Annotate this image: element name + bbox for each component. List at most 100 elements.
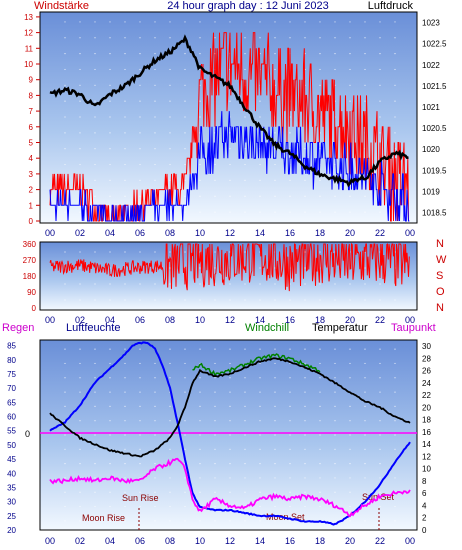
grid-dot — [304, 37, 306, 39]
grid-dot — [124, 362, 126, 365]
sun-rise-label: Sun Rise — [122, 493, 159, 503]
grid-dot — [379, 463, 381, 465]
grid-dot — [79, 348, 81, 350]
grid-dot — [334, 448, 336, 450]
grid-dot — [94, 68, 96, 71]
grid-dot — [229, 283, 231, 285]
grid-dot — [379, 491, 381, 493]
grid-dot — [139, 195, 141, 197]
grid-dot — [214, 21, 216, 23]
temperature-tick-label: 22 — [422, 391, 431, 400]
grid-dot — [64, 132, 66, 134]
grid-dot — [259, 448, 261, 450]
grid-dot — [304, 179, 306, 181]
pressure-line — [49, 34, 409, 188]
grid-dot — [349, 68, 351, 71]
grid-dot — [244, 391, 246, 393]
grid-dot — [94, 434, 96, 436]
grid-dot — [94, 362, 96, 365]
grid-dot — [349, 405, 351, 407]
grid-dot — [364, 53, 366, 55]
grid-dot — [199, 520, 201, 522]
grid-dot — [124, 53, 126, 55]
bottom-panel-bg — [39, 339, 418, 531]
grid-dot — [229, 132, 231, 134]
grid-dot — [349, 37, 351, 39]
grid-dot — [259, 179, 261, 181]
grid-dot — [184, 434, 186, 436]
grid-dot — [139, 148, 141, 150]
grid-dot — [394, 84, 396, 86]
grid-dot — [364, 405, 366, 407]
grid-dot — [94, 505, 96, 508]
top-x-tick-label: 14 — [255, 228, 265, 238]
grid-dot — [94, 132, 96, 134]
grid-dot — [364, 283, 366, 285]
grid-dot — [319, 211, 321, 213]
grid-dot — [124, 299, 126, 301]
grid-dot — [379, 100, 381, 102]
grid-dot — [64, 21, 66, 23]
wind-tick-label: 2 — [29, 186, 34, 195]
grid-dot — [184, 377, 186, 379]
grid-dot — [124, 100, 126, 102]
grid-dot — [64, 463, 66, 465]
grid-dot — [379, 132, 381, 134]
grid-dot — [109, 37, 111, 39]
grid-dot — [139, 68, 141, 71]
grid-dot — [139, 377, 141, 379]
grid-dot — [169, 283, 171, 285]
grid-dot — [394, 505, 396, 508]
wind-tick-label: 10 — [24, 60, 33, 69]
grid-dot — [94, 491, 96, 493]
grid-dot — [304, 21, 306, 23]
direction-tick-label: 0 — [32, 304, 37, 313]
grid-dot — [139, 391, 141, 393]
grid-dot — [319, 348, 321, 350]
grid-dot — [229, 377, 231, 379]
grid-dot — [64, 405, 66, 407]
temperature-tick-label: 12 — [422, 452, 431, 461]
grid-dot — [259, 283, 261, 285]
grid-dot — [349, 491, 351, 493]
grid-dot — [289, 505, 291, 508]
top-x-tick-label: 16 — [285, 228, 295, 238]
dewpoint-axis-title: Taupunkt — [391, 322, 436, 334]
middle-x-tick-label: 22 — [375, 315, 385, 325]
grid-dot — [289, 463, 291, 465]
grid-dot — [319, 377, 321, 379]
grid-dot — [274, 53, 276, 55]
grid-dot — [244, 434, 246, 436]
grid-dot — [304, 448, 306, 450]
grid-dot — [229, 100, 231, 102]
grid-dot — [319, 448, 321, 450]
grid-dot — [109, 163, 111, 166]
grid-dot — [79, 132, 81, 134]
grid-dot — [109, 116, 111, 118]
grid-dot — [184, 163, 186, 166]
grid-dot — [184, 299, 186, 301]
wind-tick-label: 13 — [24, 13, 33, 22]
grid-dot — [154, 520, 156, 522]
grid-dot — [244, 211, 246, 213]
dewpoint-line — [49, 457, 411, 518]
grid-dot — [79, 362, 81, 365]
grid-dot — [334, 163, 336, 166]
humidity-tick-label: 45 — [7, 455, 16, 464]
rain-axis-title: Regen — [2, 322, 34, 334]
grid-dot — [274, 362, 276, 365]
grid-dot — [349, 505, 351, 508]
grid-dot — [184, 505, 186, 508]
temperature-tick-label: 20 — [422, 403, 431, 412]
grid-dot — [259, 37, 261, 39]
grid-dot — [184, 68, 186, 71]
grid-dot — [199, 84, 201, 86]
grid-dot — [379, 477, 381, 479]
grid-dot — [319, 505, 321, 508]
grid-dot — [64, 299, 66, 301]
grid-dot — [259, 463, 261, 465]
grid-dot — [244, 491, 246, 493]
grid-dot — [139, 21, 141, 23]
grid-dot — [349, 348, 351, 350]
grid-dot — [244, 68, 246, 71]
